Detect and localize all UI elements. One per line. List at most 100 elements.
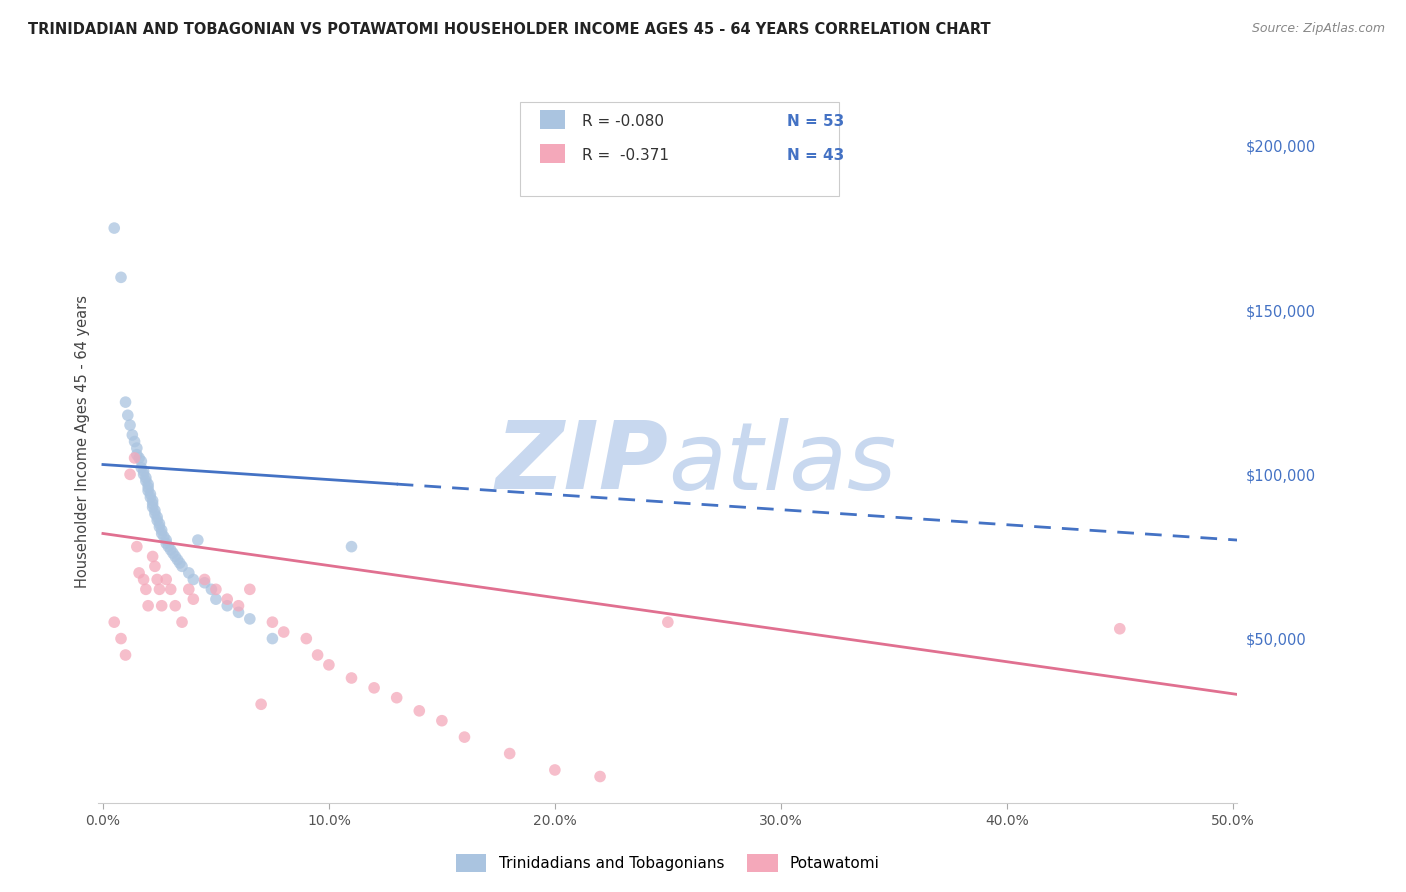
Point bbox=[124, 434, 146, 449]
Point bbox=[128, 450, 150, 465]
Point bbox=[385, 690, 408, 705]
Point bbox=[430, 714, 453, 728]
Point bbox=[132, 573, 155, 587]
Point bbox=[110, 632, 132, 646]
Text: atlas: atlas bbox=[668, 417, 896, 508]
Point bbox=[136, 481, 159, 495]
Point bbox=[194, 575, 217, 590]
Point bbox=[187, 533, 209, 547]
Text: R = -0.080: R = -0.080 bbox=[582, 114, 665, 129]
Point bbox=[136, 599, 159, 613]
Point bbox=[453, 730, 475, 744]
Point bbox=[340, 540, 363, 554]
Point bbox=[136, 477, 159, 491]
Point bbox=[121, 428, 143, 442]
Point bbox=[262, 632, 284, 646]
Point bbox=[228, 605, 250, 619]
Point bbox=[103, 615, 125, 630]
Point bbox=[170, 559, 193, 574]
Point bbox=[307, 648, 329, 662]
Point bbox=[150, 599, 173, 613]
Point bbox=[273, 625, 295, 640]
Point bbox=[340, 671, 363, 685]
Point bbox=[183, 592, 205, 607]
Point bbox=[157, 540, 180, 554]
Point bbox=[146, 513, 169, 527]
Point bbox=[170, 615, 193, 630]
Point bbox=[165, 599, 187, 613]
Point bbox=[132, 467, 155, 482]
Point bbox=[1108, 622, 1130, 636]
Y-axis label: Householder Income Ages 45 - 64 years: Householder Income Ages 45 - 64 years bbox=[75, 295, 90, 588]
Point bbox=[110, 270, 132, 285]
Point bbox=[177, 566, 200, 580]
Point bbox=[131, 454, 153, 468]
Point bbox=[153, 530, 176, 544]
Point bbox=[205, 592, 228, 607]
Point bbox=[132, 464, 155, 478]
Legend: Trinidadians and Tobagonians, Potawatomi: Trinidadians and Tobagonians, Potawatomi bbox=[450, 848, 886, 879]
Point bbox=[162, 546, 184, 560]
Point bbox=[205, 582, 228, 597]
Point bbox=[155, 533, 177, 547]
Point bbox=[657, 615, 679, 630]
Point bbox=[135, 471, 157, 485]
Point bbox=[150, 523, 173, 537]
Point bbox=[239, 612, 262, 626]
FancyBboxPatch shape bbox=[540, 145, 565, 163]
Point bbox=[143, 507, 166, 521]
Text: Source: ZipAtlas.com: Source: ZipAtlas.com bbox=[1251, 22, 1385, 36]
Point bbox=[318, 657, 340, 672]
Point bbox=[589, 770, 612, 784]
Point bbox=[363, 681, 385, 695]
Point bbox=[183, 573, 205, 587]
Point bbox=[125, 540, 148, 554]
Point bbox=[114, 648, 136, 662]
Point bbox=[148, 520, 170, 534]
Text: TRINIDADIAN AND TOBAGONIAN VS POTAWATOMI HOUSEHOLDER INCOME AGES 45 - 64 YEARS C: TRINIDADIAN AND TOBAGONIAN VS POTAWATOMI… bbox=[28, 22, 991, 37]
Point bbox=[139, 487, 162, 501]
Point bbox=[120, 418, 141, 433]
Point bbox=[120, 467, 141, 482]
Point bbox=[135, 474, 157, 488]
Point bbox=[148, 582, 170, 597]
Point bbox=[142, 500, 165, 515]
Point bbox=[155, 536, 177, 550]
Point bbox=[408, 704, 430, 718]
Point bbox=[124, 450, 146, 465]
Point bbox=[544, 763, 567, 777]
Point bbox=[131, 460, 153, 475]
Point bbox=[250, 698, 273, 712]
Point bbox=[148, 516, 170, 531]
Point bbox=[177, 582, 200, 597]
Point bbox=[139, 491, 162, 505]
Point bbox=[228, 599, 250, 613]
Point bbox=[143, 503, 166, 517]
Point bbox=[125, 448, 148, 462]
Text: R =  -0.371: R = -0.371 bbox=[582, 148, 669, 163]
Point bbox=[262, 615, 284, 630]
Point bbox=[135, 582, 157, 597]
Point bbox=[143, 559, 166, 574]
Point bbox=[142, 549, 165, 564]
Point bbox=[146, 573, 169, 587]
Point bbox=[114, 395, 136, 409]
Text: ZIP: ZIP bbox=[495, 417, 668, 509]
Point bbox=[200, 582, 222, 597]
Point bbox=[142, 497, 165, 511]
Point bbox=[142, 493, 165, 508]
Point bbox=[165, 549, 187, 564]
FancyBboxPatch shape bbox=[520, 102, 839, 196]
Point bbox=[103, 221, 125, 235]
Point bbox=[169, 556, 191, 570]
Point bbox=[239, 582, 262, 597]
FancyBboxPatch shape bbox=[540, 111, 565, 129]
Point bbox=[125, 441, 148, 455]
Point bbox=[159, 542, 181, 557]
Point bbox=[166, 553, 188, 567]
Point bbox=[155, 573, 177, 587]
Text: N = 43: N = 43 bbox=[787, 148, 845, 163]
Point bbox=[136, 483, 159, 498]
Point bbox=[217, 599, 239, 613]
Point bbox=[128, 566, 150, 580]
